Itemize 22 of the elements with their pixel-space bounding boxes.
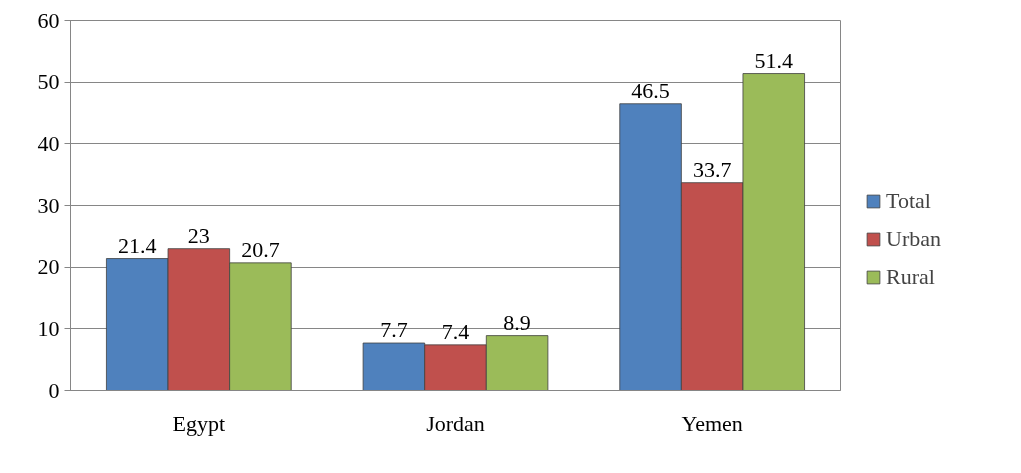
data-label: 8.9: [503, 309, 531, 335]
y-tick-label: 50: [37, 69, 60, 95]
data-label: 46.5: [631, 77, 670, 103]
data-label: 51.4: [754, 47, 794, 73]
data-label: 33.7: [692, 156, 732, 182]
y-tick-label: 40: [37, 130, 60, 156]
y-tick-label: 60: [37, 7, 60, 33]
x-tick-label: Yemen: [681, 410, 743, 436]
x-tick-label: Egypt: [172, 410, 226, 436]
x-tick-label: Jordan: [426, 410, 485, 436]
data-label: 21.4: [117, 232, 157, 258]
data-label: 7.7: [380, 317, 408, 343]
data-label: 7.4: [441, 318, 470, 344]
y-tick-label: 20: [37, 254, 60, 280]
y-tick-label: 30: [37, 192, 60, 218]
data-label: 20.7: [241, 236, 280, 262]
legend-label: Rural: [886, 264, 935, 290]
legend-label: Total: [886, 188, 931, 214]
legend-label: Urban: [886, 226, 941, 252]
y-tick-label: 10: [37, 315, 60, 341]
y-tick-label: 0: [48, 377, 60, 403]
data-label: 23: [187, 222, 210, 248]
